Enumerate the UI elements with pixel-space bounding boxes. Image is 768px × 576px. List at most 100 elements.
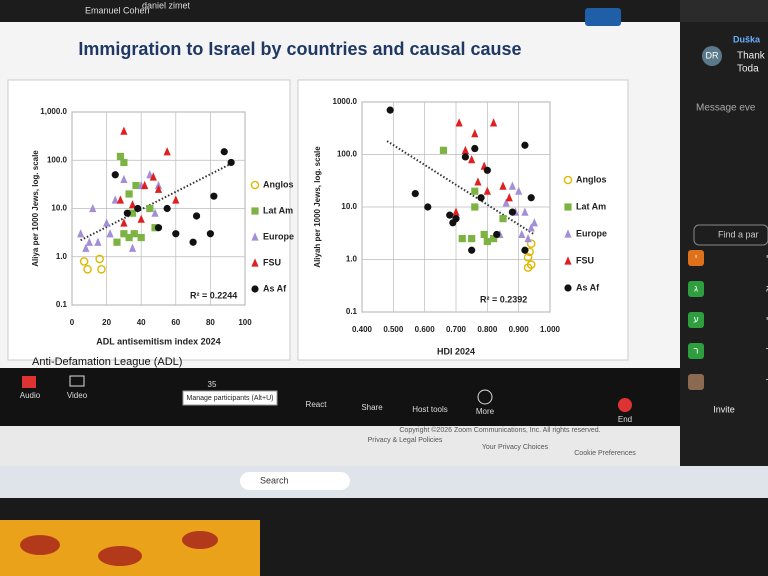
point bbox=[524, 234, 532, 243]
point bbox=[192, 212, 201, 220]
point bbox=[94, 237, 102, 246]
audio-icon[interactable] bbox=[22, 376, 36, 388]
trendline bbox=[80, 162, 232, 242]
point bbox=[206, 230, 214, 238]
point bbox=[97, 264, 106, 274]
legend-marker bbox=[564, 203, 572, 211]
audio-button[interactable]: Audio bbox=[20, 391, 41, 400]
annotation: R² = 0.2392 bbox=[480, 294, 527, 304]
point bbox=[146, 204, 154, 213]
logo bbox=[585, 8, 621, 26]
host-tools-button[interactable]: Host tools bbox=[412, 405, 448, 414]
legend-marker bbox=[250, 180, 260, 190]
point bbox=[120, 218, 128, 227]
fabric-spot bbox=[98, 546, 142, 566]
people-list: י יוסי אורי ג נילי קינג ע עזי לוי ר רינה בר-אור… bbox=[688, 250, 768, 390]
privacy-link[interactable]: Privacy & Legal Policies bbox=[368, 437, 443, 444]
legend-marker bbox=[251, 232, 259, 241]
react-button[interactable]: React bbox=[306, 400, 328, 409]
point bbox=[480, 230, 488, 239]
end-icon[interactable] bbox=[618, 398, 632, 412]
point bbox=[125, 190, 133, 198]
point bbox=[474, 177, 482, 186]
x-tick-label: 80 bbox=[206, 318, 215, 327]
person-name: עזי לוי bbox=[766, 314, 768, 324]
video-icon[interactable] bbox=[69, 375, 85, 387]
side-panel bbox=[680, 22, 768, 466]
taskbar-search-text[interactable]: Search bbox=[260, 475, 289, 485]
point bbox=[128, 209, 137, 217]
x-tick-label: 100 bbox=[238, 318, 252, 327]
more-button[interactable]: More bbox=[476, 407, 495, 416]
point bbox=[505, 193, 513, 202]
x-tick-label: 1.000 bbox=[540, 325, 561, 334]
person-avatar bbox=[688, 250, 704, 266]
point bbox=[471, 187, 479, 195]
person-avatar bbox=[688, 312, 704, 328]
end-button[interactable]: End bbox=[618, 415, 632, 424]
point bbox=[439, 146, 448, 154]
point bbox=[461, 153, 469, 161]
point bbox=[449, 219, 457, 227]
legend-marker bbox=[563, 175, 573, 185]
choices-link[interactable]: Your Privacy Choices bbox=[482, 444, 549, 451]
point bbox=[527, 223, 535, 232]
person-avatar bbox=[688, 281, 704, 297]
point bbox=[137, 233, 145, 242]
point bbox=[120, 230, 128, 238]
legend-label: Lat Am bbox=[576, 201, 606, 211]
point bbox=[172, 230, 180, 238]
point bbox=[95, 254, 104, 264]
participants-count[interactable]: 35 bbox=[208, 380, 217, 389]
video-button[interactable]: Video bbox=[67, 391, 88, 400]
chat-input[interactable]: Message eve bbox=[696, 103, 756, 114]
y-tick-label: 0.1 bbox=[346, 307, 358, 316]
tooltip-text: Manage participants (Alt+U) bbox=[187, 395, 274, 402]
point bbox=[521, 207, 529, 216]
point bbox=[471, 203, 479, 211]
person-name: רינה בר-אור bbox=[766, 345, 768, 355]
point bbox=[123, 209, 131, 217]
point bbox=[113, 238, 121, 246]
video-strip bbox=[0, 0, 680, 22]
point bbox=[461, 145, 469, 154]
point bbox=[471, 129, 479, 138]
cookies-link[interactable]: Cookie Preferences bbox=[574, 450, 636, 457]
point bbox=[455, 118, 463, 127]
point bbox=[458, 235, 466, 243]
legend-label: As Af bbox=[263, 283, 287, 293]
point bbox=[163, 204, 171, 213]
taskbar-search[interactable] bbox=[240, 472, 350, 490]
y-axis-label: Aliyah per 1000 Jews, log. scale bbox=[313, 146, 322, 268]
point bbox=[446, 211, 454, 219]
point bbox=[468, 235, 476, 243]
legend-label: Europe bbox=[576, 228, 607, 238]
share-button[interactable]: Share bbox=[361, 403, 383, 412]
search-box[interactable] bbox=[693, 224, 768, 246]
point bbox=[477, 194, 485, 202]
point bbox=[103, 218, 111, 227]
legend-marker bbox=[564, 284, 572, 292]
point bbox=[502, 198, 510, 207]
legend-label: FSU bbox=[576, 255, 594, 265]
search-placeholder[interactable]: Find a par bbox=[718, 229, 759, 239]
tooltip bbox=[182, 390, 278, 406]
y-tick-label: 1.0 bbox=[56, 252, 68, 261]
point bbox=[120, 126, 128, 135]
point bbox=[130, 230, 138, 238]
more-icon[interactable] bbox=[477, 389, 493, 405]
invite-button[interactable]: Invite bbox=[713, 404, 735, 414]
point bbox=[77, 229, 85, 238]
point bbox=[483, 186, 491, 195]
legend-label: FSU bbox=[263, 257, 281, 267]
point bbox=[132, 181, 140, 190]
point bbox=[134, 204, 142, 213]
legend-marker bbox=[564, 256, 572, 265]
x-tick-label: 0.400 bbox=[352, 325, 373, 334]
point bbox=[386, 106, 394, 114]
point bbox=[120, 174, 128, 184]
chat-message: Toda bbox=[737, 64, 759, 75]
legend-label: As Af bbox=[576, 282, 600, 292]
point bbox=[220, 148, 228, 156]
